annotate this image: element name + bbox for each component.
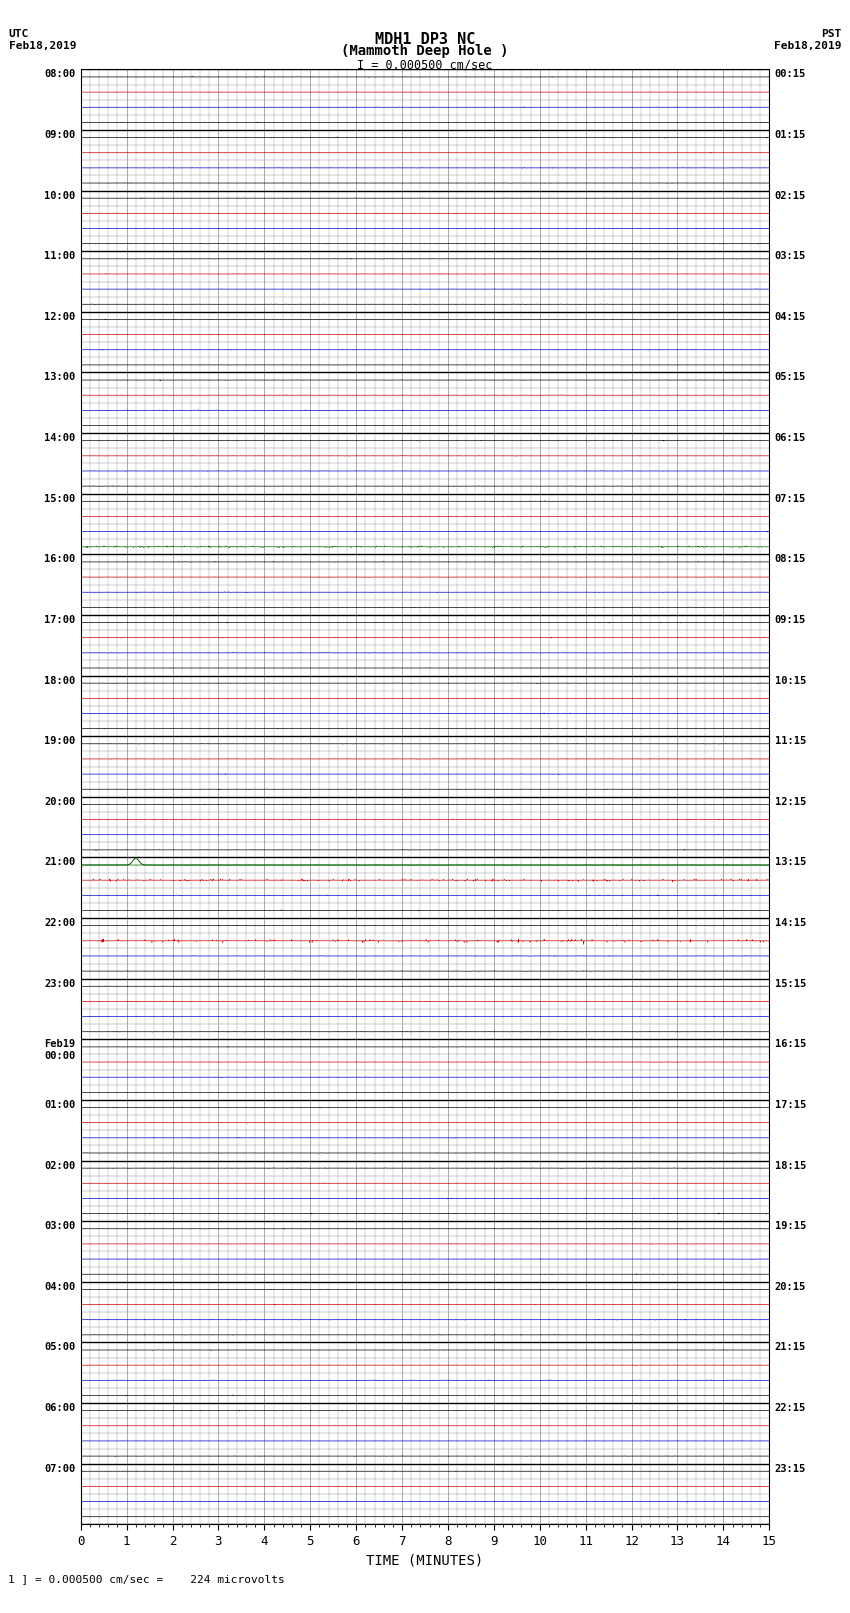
Text: 07:00: 07:00 xyxy=(44,1463,75,1474)
Text: 03:00: 03:00 xyxy=(44,1221,75,1231)
Text: 14:15: 14:15 xyxy=(775,918,806,927)
Text: 06:15: 06:15 xyxy=(775,434,806,444)
Text: 18:15: 18:15 xyxy=(775,1161,806,1171)
Text: 09:00: 09:00 xyxy=(44,131,75,140)
Text: 10:00: 10:00 xyxy=(44,190,75,200)
Text: 23:00: 23:00 xyxy=(44,979,75,989)
Text: 04:00: 04:00 xyxy=(44,1282,75,1292)
Text: 00:15: 00:15 xyxy=(775,69,806,79)
Text: 18:00: 18:00 xyxy=(44,676,75,686)
Text: 08:00: 08:00 xyxy=(44,69,75,79)
Text: 20:00: 20:00 xyxy=(44,797,75,806)
Text: 02:15: 02:15 xyxy=(775,190,806,200)
Text: 01:00: 01:00 xyxy=(44,1100,75,1110)
Text: 12:00: 12:00 xyxy=(44,311,75,323)
Text: 06:00: 06:00 xyxy=(44,1403,75,1413)
Text: 20:15: 20:15 xyxy=(775,1282,806,1292)
Text: 19:15: 19:15 xyxy=(775,1221,806,1231)
Text: MDH1 DP3 NC: MDH1 DP3 NC xyxy=(375,32,475,47)
Text: 22:00: 22:00 xyxy=(44,918,75,927)
Text: PST
Feb18,2019: PST Feb18,2019 xyxy=(774,29,842,50)
Text: 23:15: 23:15 xyxy=(775,1463,806,1474)
Text: Feb19
00:00: Feb19 00:00 xyxy=(44,1039,75,1061)
Text: 1 ] = 0.000500 cm/sec =    224 microvolts: 1 ] = 0.000500 cm/sec = 224 microvolts xyxy=(8,1574,286,1584)
Text: 11:00: 11:00 xyxy=(44,252,75,261)
Text: 21:15: 21:15 xyxy=(775,1342,806,1352)
Text: 02:00: 02:00 xyxy=(44,1161,75,1171)
Text: 10:15: 10:15 xyxy=(775,676,806,686)
Text: 03:15: 03:15 xyxy=(775,252,806,261)
Text: 16:00: 16:00 xyxy=(44,555,75,565)
Text: I = 0.000500 cm/sec: I = 0.000500 cm/sec xyxy=(357,58,493,71)
Text: 01:15: 01:15 xyxy=(775,131,806,140)
Text: 05:00: 05:00 xyxy=(44,1342,75,1352)
Text: 22:15: 22:15 xyxy=(775,1403,806,1413)
Text: 17:00: 17:00 xyxy=(44,615,75,624)
Text: 08:15: 08:15 xyxy=(775,555,806,565)
Text: 13:15: 13:15 xyxy=(775,858,806,868)
Text: 11:15: 11:15 xyxy=(775,736,806,747)
Text: 16:15: 16:15 xyxy=(775,1039,806,1050)
Text: 21:00: 21:00 xyxy=(44,858,75,868)
Text: 09:15: 09:15 xyxy=(775,615,806,624)
Text: 15:15: 15:15 xyxy=(775,979,806,989)
Text: (Mammoth Deep Hole ): (Mammoth Deep Hole ) xyxy=(341,44,509,58)
X-axis label: TIME (MINUTES): TIME (MINUTES) xyxy=(366,1553,484,1568)
Text: 05:15: 05:15 xyxy=(775,373,806,382)
Text: 14:00: 14:00 xyxy=(44,434,75,444)
Text: 12:15: 12:15 xyxy=(775,797,806,806)
Text: 19:00: 19:00 xyxy=(44,736,75,747)
Text: 04:15: 04:15 xyxy=(775,311,806,323)
Text: 15:00: 15:00 xyxy=(44,494,75,503)
Text: 07:15: 07:15 xyxy=(775,494,806,503)
Text: UTC
Feb18,2019: UTC Feb18,2019 xyxy=(8,29,76,50)
Text: 17:15: 17:15 xyxy=(775,1100,806,1110)
Text: 13:00: 13:00 xyxy=(44,373,75,382)
